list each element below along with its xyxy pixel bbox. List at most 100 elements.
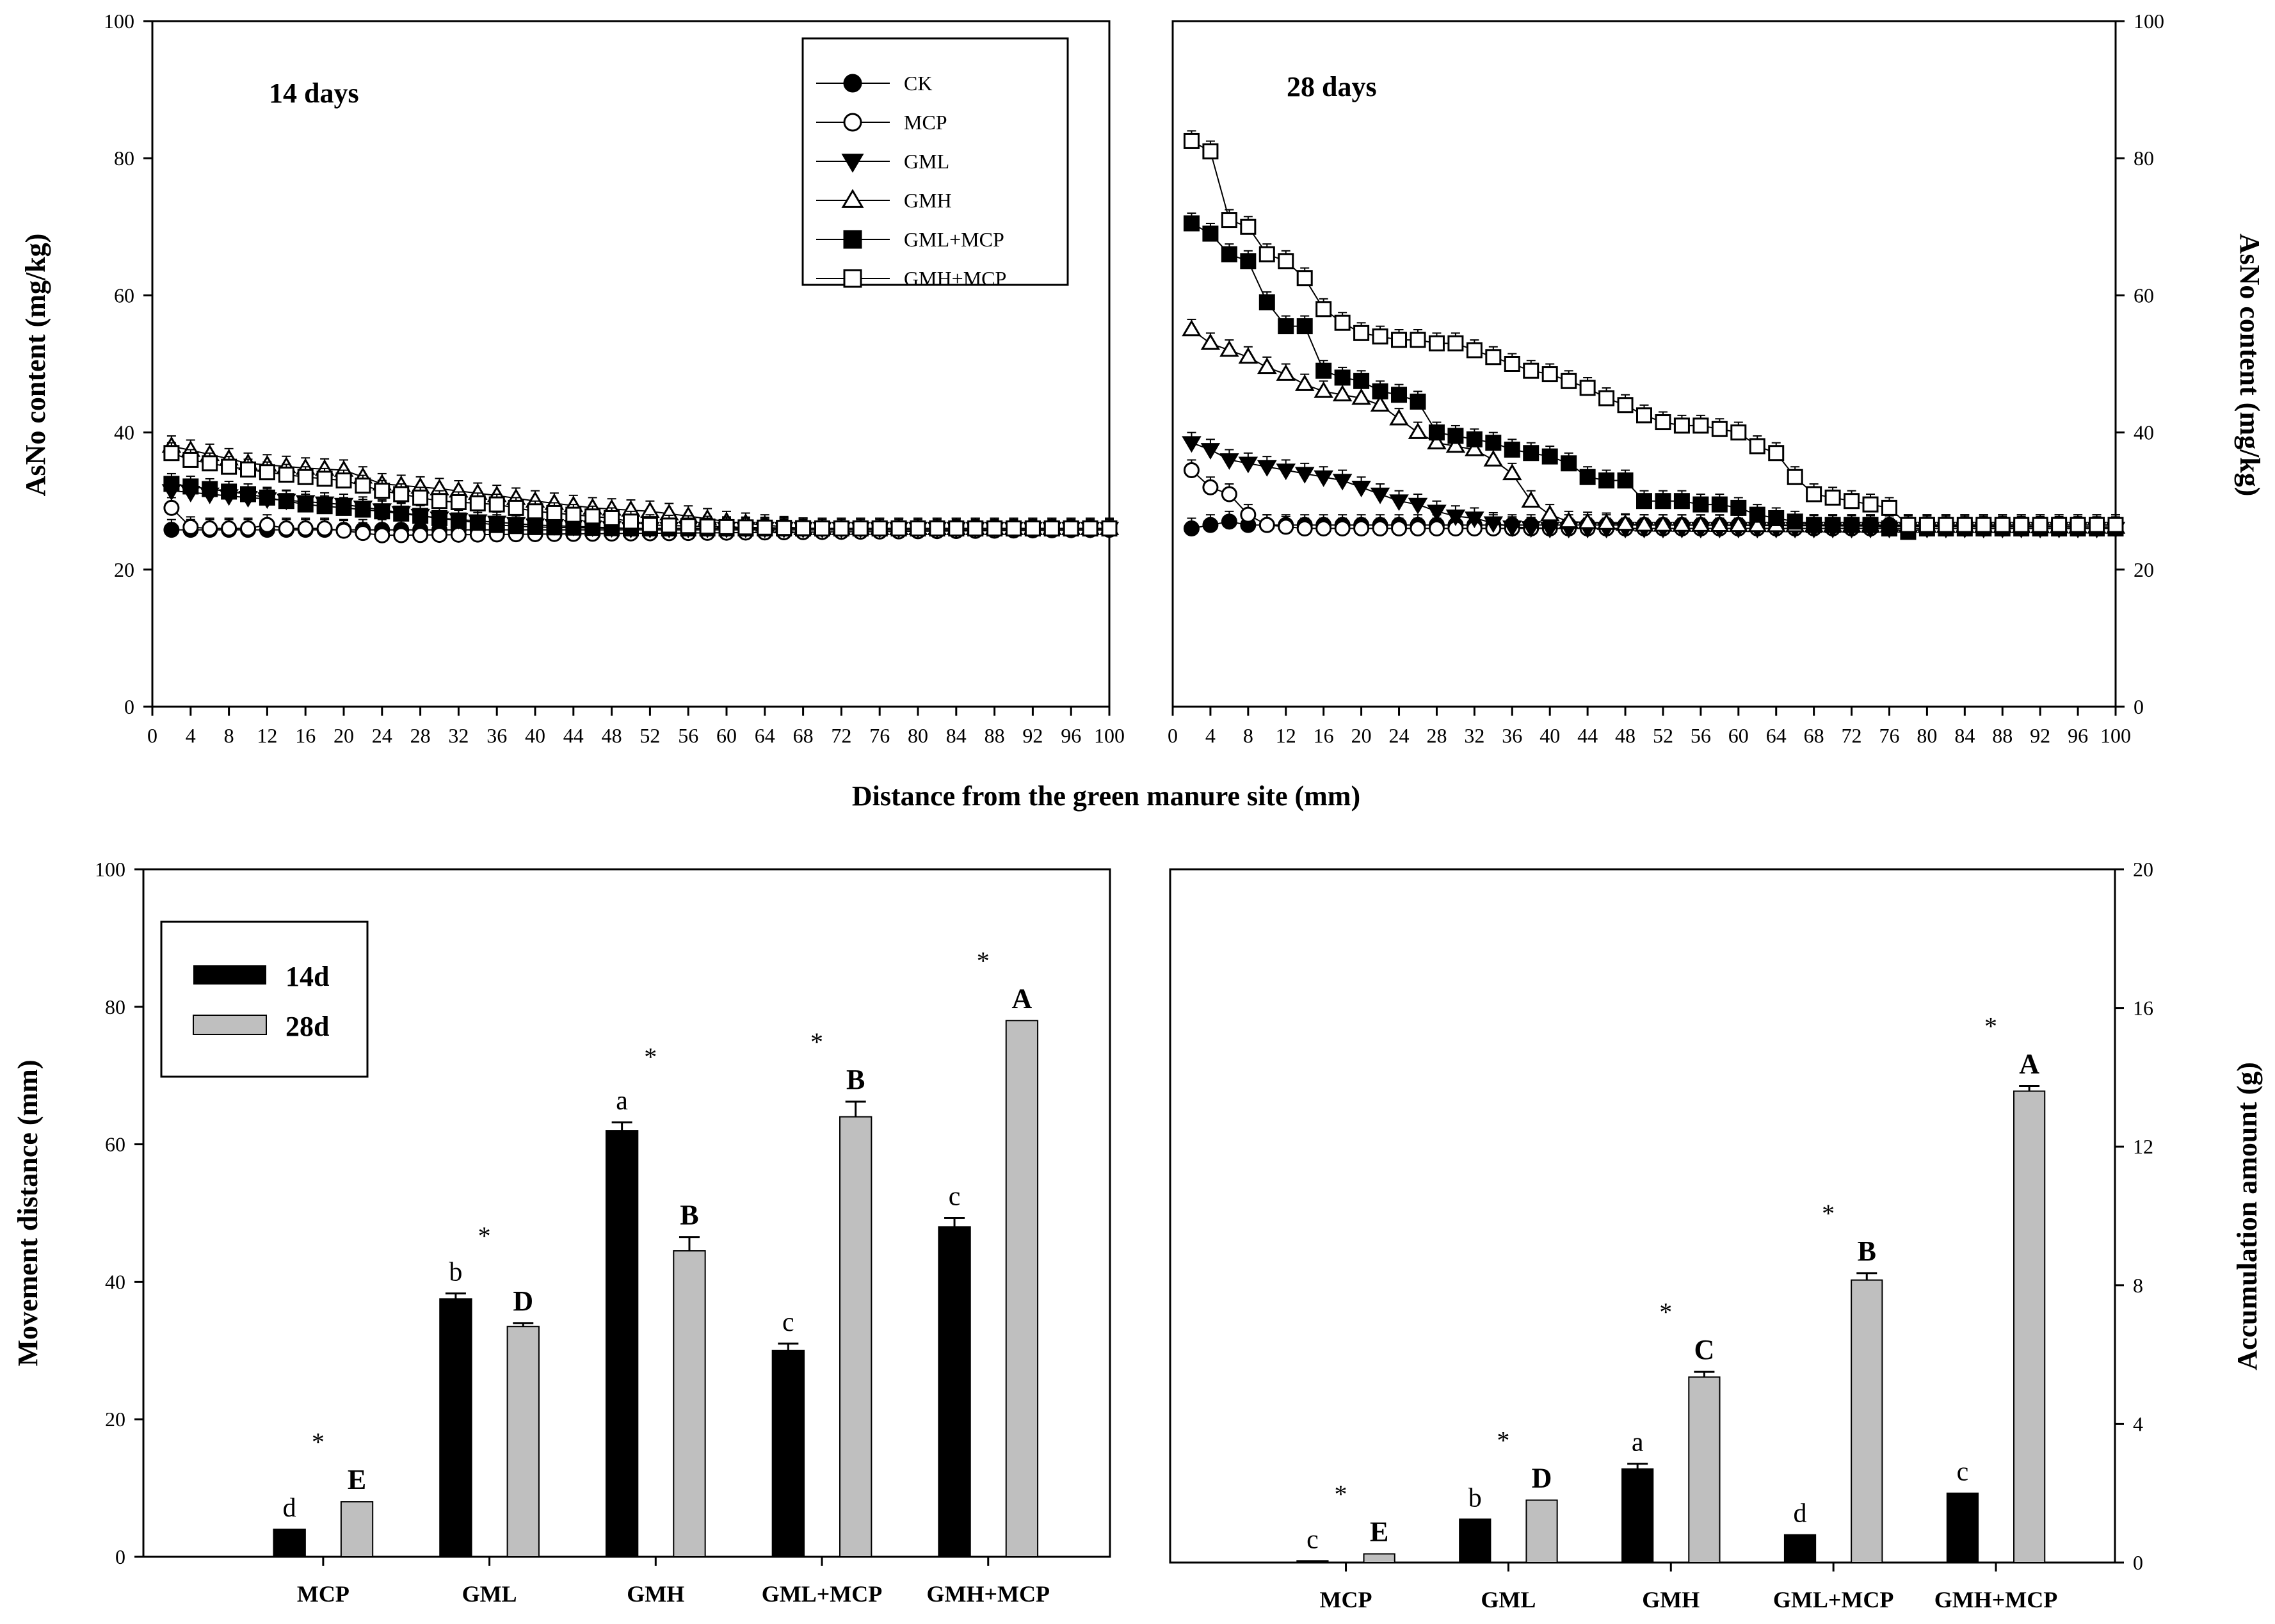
data-point	[1221, 486, 1237, 502]
data-point	[1466, 342, 1483, 358]
data-point	[1541, 448, 1558, 465]
y-tick-label: 60	[114, 284, 134, 307]
legend-marker	[843, 269, 862, 288]
data-point	[1579, 380, 1596, 396]
data-point	[890, 520, 907, 537]
data-point	[929, 520, 945, 537]
y-tick-label: 0	[115, 1545, 125, 1568]
significance-star: *	[1984, 1011, 1997, 1040]
data-point	[1634, 515, 1654, 532]
data-point	[1391, 520, 1408, 537]
data-point	[1372, 383, 1388, 399]
data-point	[1691, 515, 1711, 532]
data-point	[1862, 496, 1879, 513]
x-tick-label: 48	[1615, 724, 1636, 747]
data-point	[1523, 445, 1539, 462]
data-point	[297, 469, 314, 485]
panel-a-legend: CK MCP GML GMH GML+MCP GMH+MCP	[801, 37, 1069, 290]
data-point	[584, 508, 601, 525]
shared-xlabel: Distance from the green manure site (mm)	[852, 780, 1360, 812]
y-tick-label: 60	[105, 1133, 125, 1156]
data-point	[163, 499, 180, 516]
significance-letter: C	[1694, 1334, 1715, 1365]
y-tick-label: 40	[114, 421, 134, 444]
data-point	[1559, 511, 1579, 529]
x-tick-label: 100	[1094, 724, 1125, 747]
x-tick-label: 12	[257, 724, 277, 747]
data-point	[450, 512, 467, 529]
data-point	[546, 519, 563, 536]
data-point	[1427, 504, 1447, 522]
bar-14d	[771, 1349, 805, 1558]
x-tick-label: 52	[639, 724, 660, 747]
bar-28d	[1363, 1553, 1395, 1563]
data-point	[1502, 520, 1522, 538]
data-point	[221, 458, 237, 475]
data-point	[1334, 314, 1351, 331]
data-point	[1485, 435, 1502, 451]
data-point	[1561, 373, 1577, 389]
significance-letter: d	[1794, 1499, 1807, 1529]
x-tick-label: 4	[186, 724, 196, 747]
data-point	[1768, 510, 1785, 526]
data-point	[240, 461, 256, 478]
data-point	[1617, 397, 1634, 414]
category-label: GMH+MCP	[1934, 1587, 2057, 1612]
significance-star: *	[977, 946, 990, 975]
legend-label: GML	[904, 150, 949, 173]
panel-d-plot-frame	[1169, 868, 2116, 1564]
data-point	[1315, 362, 1332, 379]
series-line	[171, 446, 1109, 529]
significance-star: *	[810, 1027, 823, 1056]
x-tick-label: 0	[147, 724, 157, 747]
data-point	[1200, 443, 1221, 460]
data-point	[1183, 215, 1200, 232]
data-point	[412, 489, 429, 506]
significance-letter: E	[1370, 1516, 1388, 1547]
data-point	[163, 522, 180, 538]
x-tick-label: 4	[1205, 724, 1216, 747]
data-point	[1692, 496, 1709, 513]
bar-14d	[273, 1529, 306, 1558]
bar-28d	[1525, 1499, 1558, 1564]
significance-letter: c	[1957, 1458, 1969, 1487]
y-tick-label: 0	[2134, 695, 2144, 718]
data-point	[1332, 474, 1353, 491]
y-tick-label: 16	[2133, 997, 2153, 1020]
data-point	[355, 525, 371, 542]
legend-label: GMH+MCP	[904, 267, 1006, 290]
data-point	[871, 520, 888, 537]
data-point	[316, 520, 333, 537]
data-point	[1294, 467, 1315, 484]
legend-label: GML+MCP	[904, 228, 1004, 251]
data-point	[1351, 388, 1371, 405]
y-tick-label: 20	[2134, 558, 2154, 581]
data-point	[1673, 417, 1690, 434]
data-point	[757, 519, 773, 536]
data-point	[1391, 387, 1408, 403]
significance-letter: c	[949, 1182, 961, 1212]
data-point	[718, 519, 735, 535]
data-point	[278, 520, 294, 537]
data-point	[1202, 143, 1219, 159]
x-tick-label: 32	[1464, 724, 1484, 747]
data-point	[1182, 319, 1202, 337]
series-gmh-mcp	[163, 442, 1118, 537]
data-point	[1747, 515, 1767, 533]
category-label: GMH+MCP	[927, 1581, 1050, 1607]
panel-c-movement-distance: Movement distance (mm) 0 20 40 60 80 100 MCP d E…	[12, 858, 1111, 1607]
data-point	[1315, 520, 1332, 537]
data-point	[1598, 390, 1615, 406]
data-point	[1183, 520, 1200, 537]
panel-a-ylabel: AsNo content (mg/kg)	[20, 234, 51, 497]
data-point	[1240, 253, 1257, 269]
bar-14d	[938, 1226, 971, 1557]
significance-letter: c	[782, 1308, 794, 1337]
x-tick-label: 100	[2100, 724, 2131, 747]
x-tick-label: 36	[1502, 724, 1522, 747]
data-point	[1730, 424, 1747, 441]
data-point	[623, 513, 639, 530]
x-tick-label: 60	[716, 724, 737, 747]
data-point	[699, 519, 716, 535]
